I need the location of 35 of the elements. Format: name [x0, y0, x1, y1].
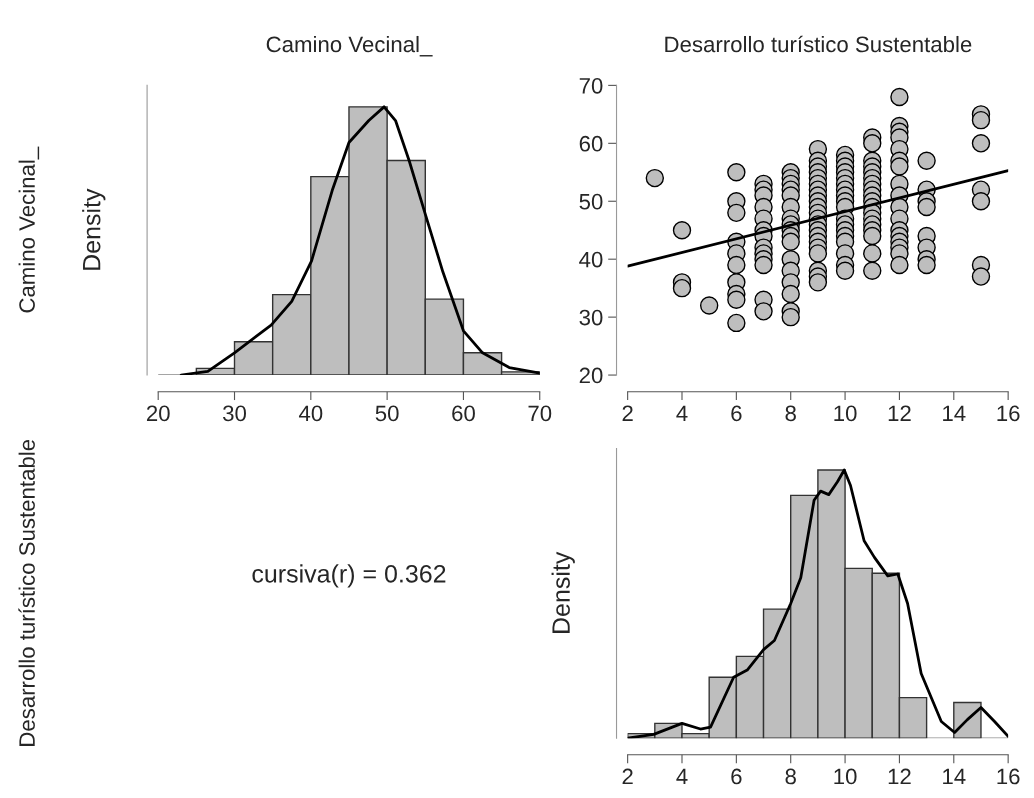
text: Desarrollo turístico Sustentable	[18, 439, 35, 746]
y-axis-title: Density	[551, 551, 575, 633]
x-tick-label: 6	[731, 768, 742, 785]
y-tick-label: 50	[579, 193, 603, 210]
x-tick-label: 60	[452, 405, 475, 422]
x-tick-label: 20	[146, 405, 170, 422]
x-tick-label: 10	[834, 405, 857, 422]
x-tick-label: 8	[785, 768, 796, 785]
y-axis-title: Density	[82, 188, 106, 270]
chart-title: Camino Vecinal_	[266, 35, 433, 57]
x-tick-label: 16	[997, 405, 1020, 422]
chart-title: Desarrollo turístico Sustentable	[665, 35, 972, 53]
x-tick-label: 2	[622, 768, 633, 785]
x-tick-label: 4	[676, 768, 688, 785]
x-tick-label: 30	[223, 405, 246, 422]
x-tick-label: 12	[888, 405, 911, 422]
x-tick-label: 70	[528, 405, 552, 422]
y-tick-label: 30	[579, 309, 603, 326]
x-tick-label: 2	[622, 405, 633, 422]
x-tick-label: 50	[375, 405, 399, 422]
x-tick-label: 14	[943, 768, 966, 785]
x-tick-label: 16	[997, 768, 1020, 785]
x-tick-label: 4	[676, 405, 688, 422]
x-tick-label: 40	[298, 405, 323, 422]
y-tick-label: 20	[579, 367, 603, 384]
x-tick-label: 10	[834, 768, 857, 785]
x-tick-label: 14	[943, 405, 966, 422]
x-tick-label: 8	[785, 405, 796, 422]
x-tick-label: 12	[888, 768, 911, 785]
y-tick-label: 70	[579, 77, 603, 94]
y-tick-label: 40	[579, 251, 603, 268]
text: Camino Vecinal_	[18, 146, 40, 313]
y-tick-label: 60	[579, 135, 603, 152]
text: cursiva(r) = 0.362	[252, 564, 446, 588]
x-tick-label: 6	[731, 405, 742, 422]
